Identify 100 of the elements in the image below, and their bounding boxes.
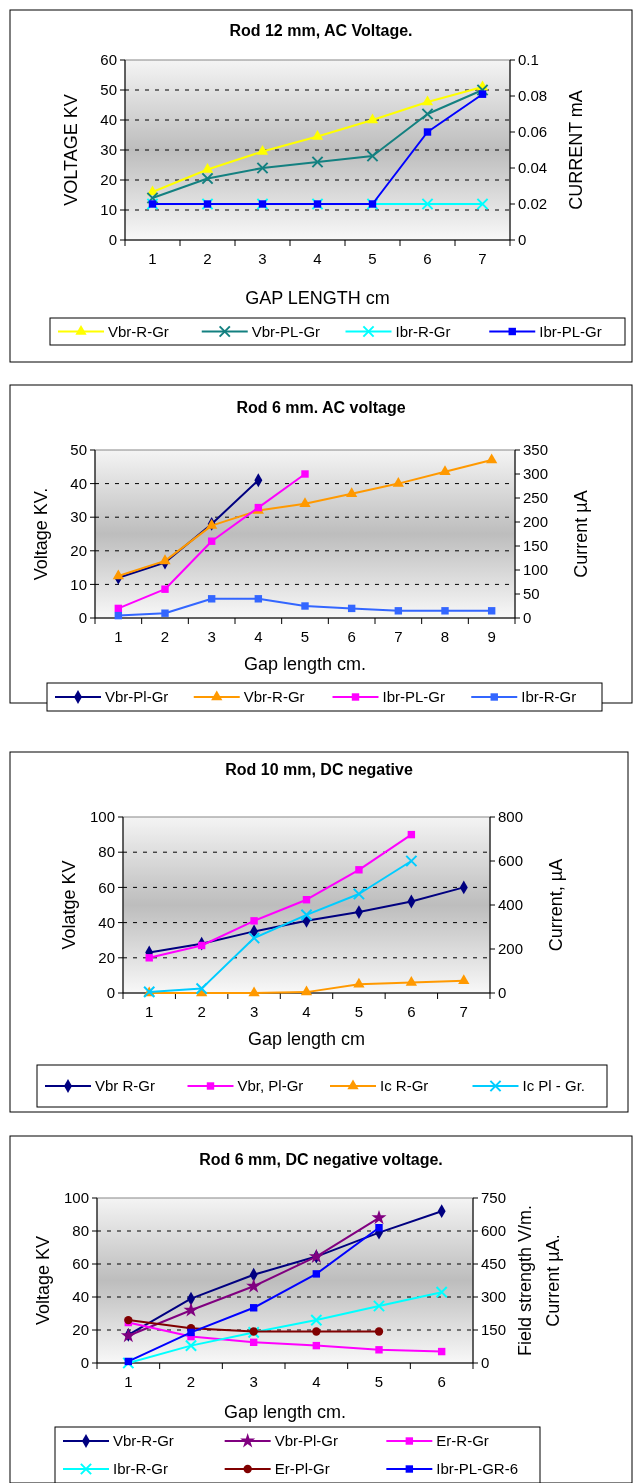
y-tick-label: 80 <box>72 1222 89 1240</box>
chart-title: Rod 6 mm, DC negative voltage. <box>199 1151 443 1168</box>
legend-label: Vbr-R-Gr <box>113 1432 174 1450</box>
y2-tick-label: 0.04 <box>518 159 548 177</box>
x-tick-label: 1 <box>114 628 123 645</box>
legend-label: Vbr-PL-Gr <box>251 322 321 340</box>
x-tick-label: 4 <box>302 1003 311 1020</box>
x-tick-label: 6 <box>437 1373 446 1390</box>
x-tick-label: 9 <box>487 628 496 645</box>
y2-tick-label: 0 <box>523 609 532 627</box>
y-tick-label: 20 <box>98 949 115 967</box>
y-tick-label: 0 <box>106 984 115 1002</box>
x-tick-label: 1 <box>145 1003 154 1020</box>
y2-tick-label: 0.08 <box>518 87 548 105</box>
y-tick-label: 20 <box>70 542 87 560</box>
y2-tick-label: 400 <box>498 896 524 914</box>
y2-tick-label: 0 <box>498 984 507 1002</box>
y2-tick-label: 0.06 <box>518 123 548 141</box>
y-tick-label: 60 <box>72 1255 89 1273</box>
legend-label: Ibr-R-Gr <box>521 688 577 706</box>
y-tick-label: 10 <box>100 201 117 219</box>
y-tick-label: 20 <box>72 1321 89 1339</box>
y-tick-label: 100 <box>89 808 115 826</box>
y2-tick-label: 750 <box>481 1189 507 1207</box>
x-tick-label: 7 <box>394 628 403 645</box>
legend-label: Er-R-Gr <box>436 1432 489 1450</box>
y2-tick-label: 0 <box>481 1354 490 1372</box>
x-tick-label: 4 <box>254 628 263 645</box>
y-tick-label: 50 <box>70 441 87 459</box>
x-tick-label: 8 <box>440 628 450 645</box>
chart-title: Rod 12 mm, AC Voltage. <box>229 22 413 39</box>
x-tick-label: 4 <box>312 1373 321 1390</box>
legend-label: Ic Pl - Gr. <box>522 1077 586 1095</box>
legend-label: Ibr-R-Gr <box>395 322 451 340</box>
x-tick-label: 3 <box>249 1003 259 1020</box>
y-tick-label: 0 <box>78 609 87 627</box>
x-tick-label: 3 <box>207 628 216 645</box>
x-tick-label: 6 <box>407 1003 416 1020</box>
legend-label: Vbr-R-Gr <box>243 688 305 706</box>
legend-label: Ibr-R-Gr <box>113 1460 168 1478</box>
y2-axis-title: Current µA <box>571 490 591 578</box>
y2-tick-label: 150 <box>481 1321 507 1339</box>
y2-tick-label: 600 <box>498 852 524 870</box>
y2-tick-label: 150 <box>523 537 549 555</box>
x-tick-label: 5 <box>374 1373 384 1390</box>
y2-tick-label: 600 <box>481 1222 507 1240</box>
y2-tick-label: 50 <box>523 585 540 603</box>
legend-label: Vbr-Pl-Gr <box>274 1432 339 1450</box>
x-tick-label: 6 <box>347 628 356 645</box>
y-tick-label: 10 <box>70 575 87 593</box>
x-tick-label: 3 <box>249 1373 258 1390</box>
x-tick-label: 2 <box>203 250 212 267</box>
x-tick-label: 1 <box>148 250 157 267</box>
x-tick-label: 7 <box>459 1003 468 1020</box>
y-tick-label: 60 <box>98 878 115 896</box>
y-tick-label: 20 <box>100 171 117 189</box>
y-tick-label: 50 <box>100 81 117 99</box>
y2-tick-label: 250 <box>523 489 549 507</box>
y-tick-label: 30 <box>100 141 117 159</box>
y2-tick-label: 450 <box>481 1255 507 1273</box>
legend-label: Ic R-Gr <box>380 1077 429 1095</box>
y2-tick-label: 200 <box>498 940 524 958</box>
y-tick-label: 40 <box>70 474 87 492</box>
y-tick-label: 40 <box>98 913 115 931</box>
x-tick-label: 4 <box>313 250 322 267</box>
legend-label: Ibr-PL-GR-6 <box>436 1460 519 1478</box>
y2-tick-label: 0.02 <box>518 195 548 213</box>
y2-tick-label: 0.1 <box>518 51 539 69</box>
chart-title: Rod 6 mm. AC voltage <box>236 399 406 416</box>
y-axis-title: Voltage KV <box>33 1235 53 1326</box>
y-tick-label: 0 <box>108 231 117 249</box>
x-tick-label: 3 <box>258 250 267 267</box>
y-axis-title: Volatge KV <box>59 860 79 950</box>
y-axis-title: VOLTAGE KV <box>61 94 81 206</box>
legend-label: Er-Pl-Gr <box>274 1460 330 1478</box>
y2-tick-label: 0 <box>518 231 527 249</box>
x-tick-label: 5 <box>368 250 377 267</box>
y-tick-label: 0 <box>80 1354 89 1372</box>
x-tick-label: 5 <box>300 628 310 645</box>
y-tick-label: 80 <box>98 843 115 861</box>
chart-title: Rod 10 mm, DC negative <box>225 761 413 778</box>
x-axis-title: GAP LENGTH cm <box>245 288 390 308</box>
x-tick-label: 2 <box>160 628 170 645</box>
y2-axis-title: Field strength V/m. Current µA. <box>515 1204 563 1357</box>
legend-label: Ibr-PL-Gr <box>382 688 446 706</box>
y2-tick-label: 350 <box>523 441 549 459</box>
y-tick-label: 40 <box>100 111 117 129</box>
y2-tick-label: 300 <box>481 1288 507 1306</box>
legend-label: Vbr, Pl-Gr <box>237 1077 304 1095</box>
x-axis-title: Gap length cm <box>247 1029 366 1049</box>
y2-tick-label: 200 <box>523 513 549 531</box>
y2-tick-label: 300 <box>523 465 549 483</box>
x-tick-label: 1 <box>124 1373 133 1390</box>
y2-tick-label: 100 <box>523 561 549 579</box>
x-tick-label: 6 <box>423 250 432 267</box>
y-tick-label: 100 <box>63 1189 89 1207</box>
x-tick-label: 2 <box>197 1003 206 1020</box>
x-axis-title: Gap length cm. <box>243 654 367 674</box>
legend-label: Vbr-Pl-Gr <box>105 688 169 706</box>
x-tick-label: 7 <box>478 250 487 267</box>
